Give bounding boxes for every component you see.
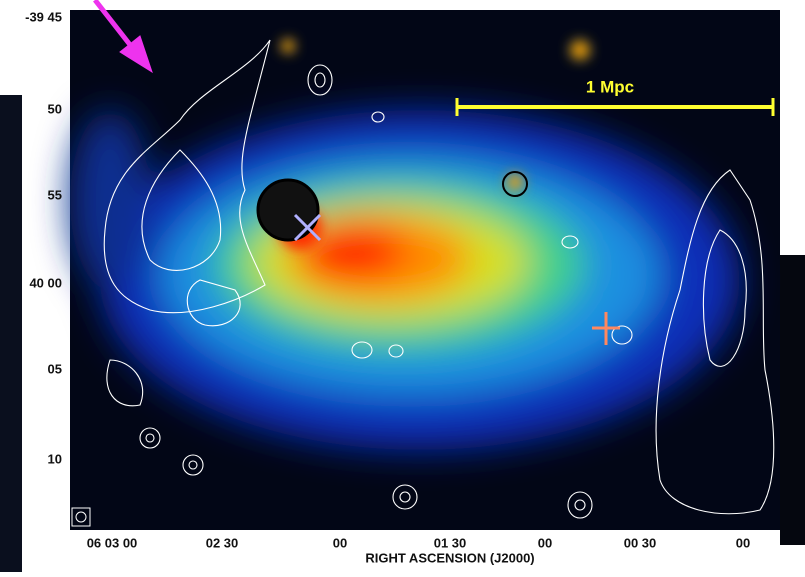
figure: 1 Mpc -39 45505540 000510 06 03 0002 300… (0, 0, 805, 572)
y-tick-label: 05 (48, 361, 62, 376)
y-tick-label: 55 (48, 187, 62, 202)
x-tick-label: 00 (538, 535, 552, 550)
y-tick-label: 10 (48, 451, 62, 466)
side-panel (0, 95, 22, 572)
side-panel (780, 255, 805, 545)
scale-bar-label: 1 Mpc (586, 77, 634, 96)
x-tick-label: 00 30 (624, 535, 657, 550)
y-tick-label: 50 (48, 101, 62, 116)
x-axis-label: RIGHT ASCENSION (J2000) (365, 550, 534, 565)
x-tick-label: 00 (333, 535, 347, 550)
x-tick-label: 06 03 00 (87, 535, 138, 550)
y-ticks: -39 45 50 55 40 00 05 10 (25, 9, 62, 466)
x-tick-label: 00 (736, 535, 750, 550)
y-tick-label: -39 45 (25, 9, 62, 24)
x-ticks: 06 03 00 02 30 00 01 30 00 00 30 00 (87, 535, 751, 550)
y-tick-label: 40 00 (29, 275, 62, 290)
x-tick-label: 02 30 (206, 535, 239, 550)
x-tick-label: 01 30 (434, 535, 467, 550)
